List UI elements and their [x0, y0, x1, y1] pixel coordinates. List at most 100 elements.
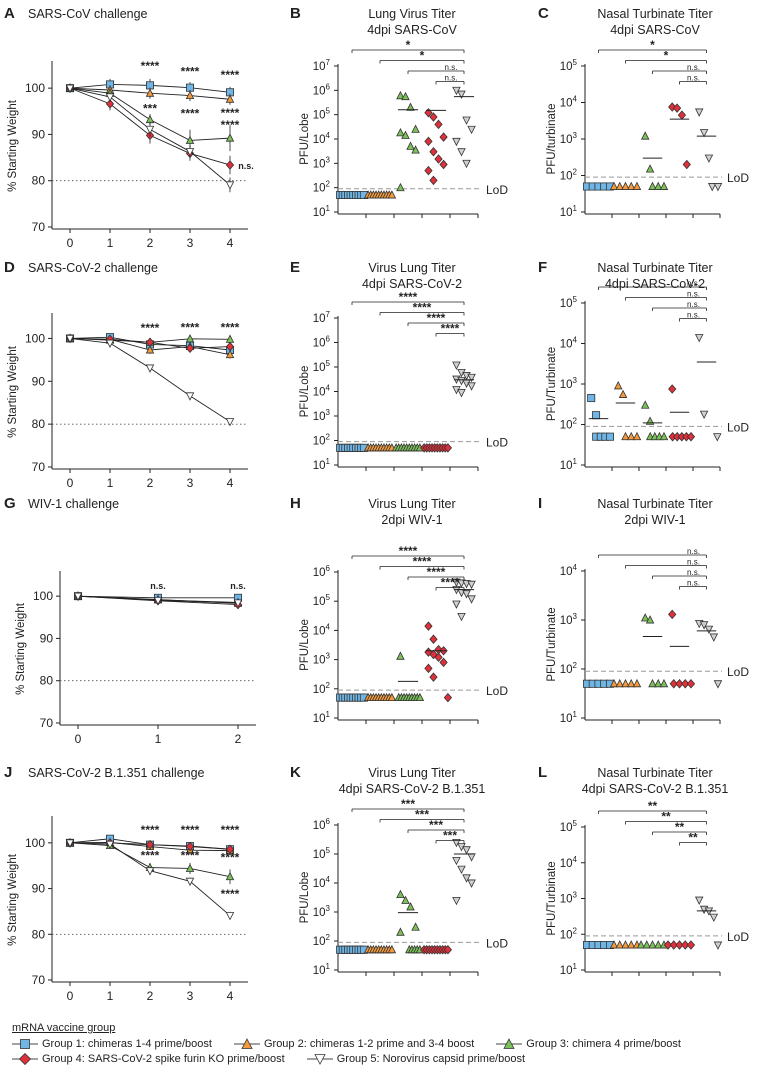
data-point-g2 — [632, 678, 642, 688]
x-tick-label: 3 — [187, 989, 194, 1003]
chart-subtitle: 4dpi SARS-CoV-2 — [362, 277, 462, 291]
panel-letter: A — [4, 5, 15, 22]
y-tick-label: 102 — [313, 433, 331, 448]
significance-label: **** — [181, 823, 200, 837]
data-point-g5 — [467, 382, 476, 391]
diamond-marker-icon — [12, 1053, 38, 1065]
y-tick-exponent: 4 — [326, 131, 331, 140]
panel-E: E Virus Lung Titer 4dpi SARS-CoV-2 101 102 10… — [290, 259, 508, 472]
data-point-g5 — [457, 613, 466, 622]
y-tick-exponent: 3 — [326, 904, 331, 913]
data-point-g5 — [467, 125, 476, 135]
data-point-g2 — [621, 181, 630, 190]
y-tick-label: 104 — [313, 384, 331, 399]
y-axis-label: % Starting Weight — [15, 602, 27, 695]
y-axis-label: PFU/Turbinate — [546, 347, 558, 421]
significance-label: **** — [141, 823, 160, 837]
data-point-g3 — [659, 181, 669, 190]
data-point-g5 — [467, 580, 476, 590]
data-point-g4 — [145, 337, 155, 348]
y-tick-exponent: 2 — [326, 180, 331, 189]
data-point-g5 — [462, 846, 471, 855]
data-point-g2 — [626, 181, 636, 190]
data-point-g3 — [415, 692, 425, 702]
panel-letter: H — [290, 495, 301, 512]
legend-label-group-1: Group 1: chimeras 1-4 prime/boost — [42, 1038, 212, 1050]
panel-I: I Nasal Turbinate Titer 2dpi WIV-1 101 102 10… — [538, 495, 749, 725]
data-point-g4 — [669, 679, 678, 689]
data-point-g5 — [185, 392, 195, 401]
chart-title: Nasal Turbinate Titer — [597, 261, 712, 275]
data-point-g5 — [713, 433, 722, 442]
y-tick-label: 103 — [313, 408, 331, 423]
y-tick-exponent: 6 — [326, 817, 331, 826]
data-point-g5 — [185, 148, 195, 157]
lod-label: LoD — [486, 183, 508, 197]
x-tick-label: 2 — [147, 236, 154, 250]
lod-label: LoD — [727, 930, 749, 944]
data-point-g4 — [686, 940, 696, 950]
chart-subtitle: 4dpi SARS-CoV — [610, 23, 700, 37]
y-tick-label: 105 — [313, 846, 331, 861]
data-point-g2 — [615, 678, 625, 688]
data-point-g2 — [185, 90, 195, 100]
data-point-g3 — [406, 141, 415, 150]
y-tick-label: 102 — [313, 180, 331, 195]
legend-label-group-5: Group 5: Norovirus capsid prime/boost — [336, 1053, 526, 1065]
chart-title: SARS-CoV-2 B.1.351 challenge — [28, 766, 205, 780]
y-tick-label: 104 — [313, 131, 331, 146]
significance-label: n.s. — [150, 581, 166, 591]
data-point-g3 — [653, 940, 663, 949]
y-tick-exponent: 3 — [573, 376, 578, 385]
bracket-label: **** — [441, 322, 460, 336]
data-point-g3 — [648, 940, 657, 949]
data-point-g5 — [462, 590, 471, 599]
data-point-g2 — [621, 678, 630, 688]
bracket-label: *** — [443, 829, 457, 843]
chart-subtitle: 4dpi SARS-CoV — [367, 23, 457, 37]
data-point-g5 — [462, 874, 471, 883]
legend-title: mRNA vaccine group — [12, 1022, 116, 1034]
y-axis-label: PFU/turbinate — [546, 104, 558, 175]
panel-letter: D — [4, 259, 15, 276]
y-tick-exponent: 4 — [573, 855, 578, 864]
data-point-g3 — [396, 651, 405, 660]
y-tick-exponent: 4 — [326, 384, 331, 393]
significance-label: **** — [221, 106, 240, 120]
data-point-g5 — [694, 334, 704, 343]
x-tick-label: 2 — [147, 989, 154, 1003]
data-point-g5 — [709, 633, 719, 642]
data-point-g4 — [668, 384, 677, 394]
data-point-g5 — [467, 595, 476, 604]
y-tick-label: 101 — [560, 204, 578, 219]
data-point-g4 — [668, 609, 677, 620]
data-point-g2 — [609, 678, 619, 688]
bracket-label: ** — [661, 810, 671, 824]
data-point-g4 — [429, 146, 438, 157]
data-point-g3 — [653, 181, 663, 190]
y-tick-exponent: 5 — [326, 107, 331, 116]
x-tick-label: 0 — [75, 732, 82, 746]
data-point-g5 — [145, 364, 155, 373]
bracket-label: * — [420, 49, 425, 63]
significance-label: **** — [221, 850, 240, 864]
y-tick-label: 70 — [32, 973, 46, 987]
y-tick-exponent: 3 — [326, 652, 331, 661]
y-tick-label: 104 — [560, 336, 578, 351]
y-tick-label: 105 — [313, 107, 331, 122]
data-point-g2 — [145, 88, 155, 97]
data-point-g4 — [434, 154, 443, 164]
panel-B: B Lung Virus Titer 4dpi SARS-CoV 101 102 103 1… — [290, 5, 508, 219]
lod-label: LoD — [486, 936, 508, 950]
data-point-g2 — [632, 431, 642, 441]
data-point-g4 — [424, 136, 433, 147]
panel-letter: B — [290, 5, 301, 22]
chart-title: Nasal Turbinate Titer — [597, 497, 712, 511]
x-tick-label: 4 — [227, 476, 234, 490]
y-tick-label: 105 — [560, 295, 578, 310]
data-point-g4 — [677, 110, 687, 120]
data-point-g4 — [672, 103, 682, 113]
lod-label: LoD — [727, 665, 749, 679]
significance-label: **** — [221, 118, 240, 132]
bracket-label: *** — [415, 808, 429, 822]
